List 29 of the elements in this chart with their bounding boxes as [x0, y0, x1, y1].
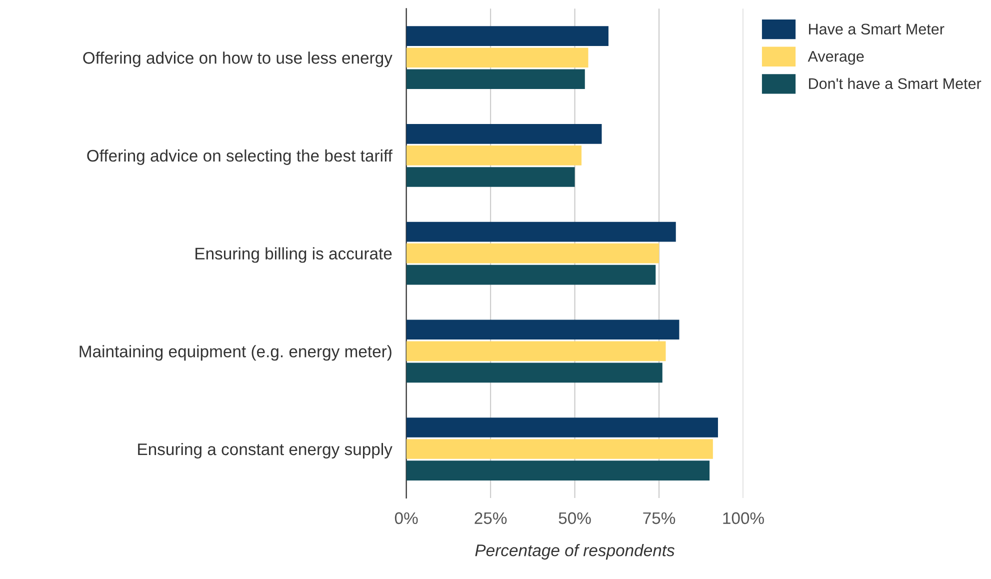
bar	[406, 460, 710, 480]
y-tick-label: Ensuring billing is accurate	[196, 247, 392, 263]
bar	[406, 243, 660, 264]
bar	[406, 48, 588, 68]
bar	[406, 320, 680, 340]
bar	[406, 362, 662, 383]
x-tick-label: 75%	[643, 512, 676, 524]
bar	[406, 341, 666, 362]
legend-label: Have a Smart Meter	[809, 24, 944, 35]
bar	[406, 167, 575, 187]
x-tick-label: 50%	[558, 512, 591, 524]
x-tick-label: 0%	[394, 512, 418, 524]
x-tick-label: 100%	[723, 512, 764, 524]
bar	[406, 124, 602, 144]
x-tick-label: 25%	[474, 512, 507, 524]
bar	[406, 264, 656, 285]
bar	[406, 222, 676, 242]
y-tick-label: Maintaining equipment (e.g. energy meter)	[80, 345, 392, 361]
bar	[406, 26, 608, 46]
legend-label: Average	[808, 51, 864, 65]
bar	[406, 439, 713, 459]
legend-label: Don't have a Smart Meter	[809, 78, 982, 90]
y-tick-label: Offering advice on how to use less energy	[83, 52, 392, 68]
x-axis-title: Percentage of respondents	[475, 544, 675, 560]
bar	[406, 418, 718, 438]
y-tick-label: Offering advice on selecting the best tariff	[87, 149, 392, 165]
bar	[406, 146, 582, 166]
y-tick-label: Ensuring a constant energy supply	[138, 442, 392, 459]
bar	[406, 69, 585, 90]
